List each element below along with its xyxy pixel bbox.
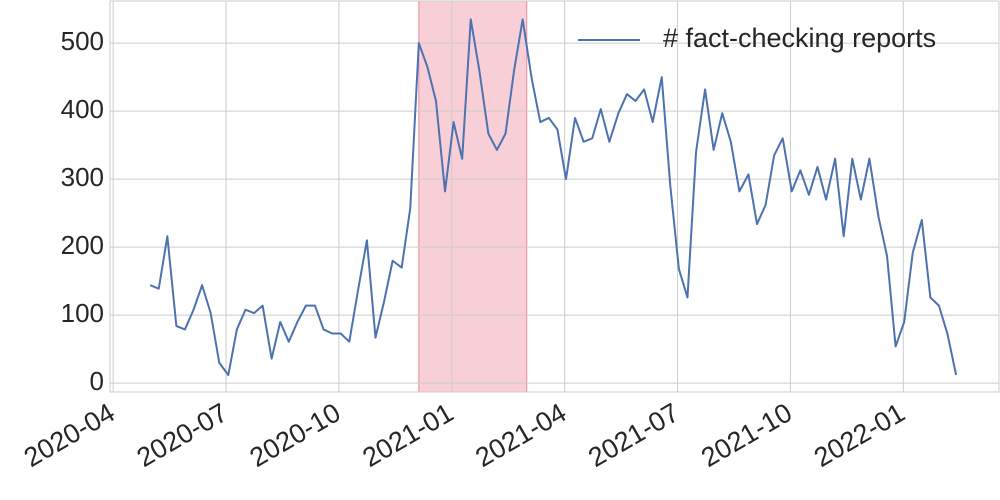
y-tick-label: 200 (61, 230, 104, 260)
y-tick-label: 300 (61, 162, 104, 192)
y-tick-label: 500 (61, 26, 104, 56)
x-tick-label: 2020-10 (245, 397, 346, 473)
x-tick-label: 2020-07 (132, 397, 233, 473)
highlight-span (418, 0, 528, 393)
y-tick-label: 400 (61, 94, 104, 124)
data-line (149, 18, 958, 376)
x-tick-label: 2021-10 (696, 397, 797, 473)
x-tick-label: 2021-07 (583, 397, 684, 473)
plot-frame (109, 0, 1000, 393)
x-tick-label: 2021-01 (358, 397, 459, 473)
y-tick-label: 100 (61, 298, 104, 328)
legend-label: # fact-checking reports (663, 23, 936, 53)
x-tick-label: 2022-01 (809, 397, 910, 473)
y-tick-label: 0 (90, 366, 104, 396)
x-tick-label: 2021-04 (470, 397, 571, 473)
x-tick-label: 2020-04 (19, 397, 120, 473)
